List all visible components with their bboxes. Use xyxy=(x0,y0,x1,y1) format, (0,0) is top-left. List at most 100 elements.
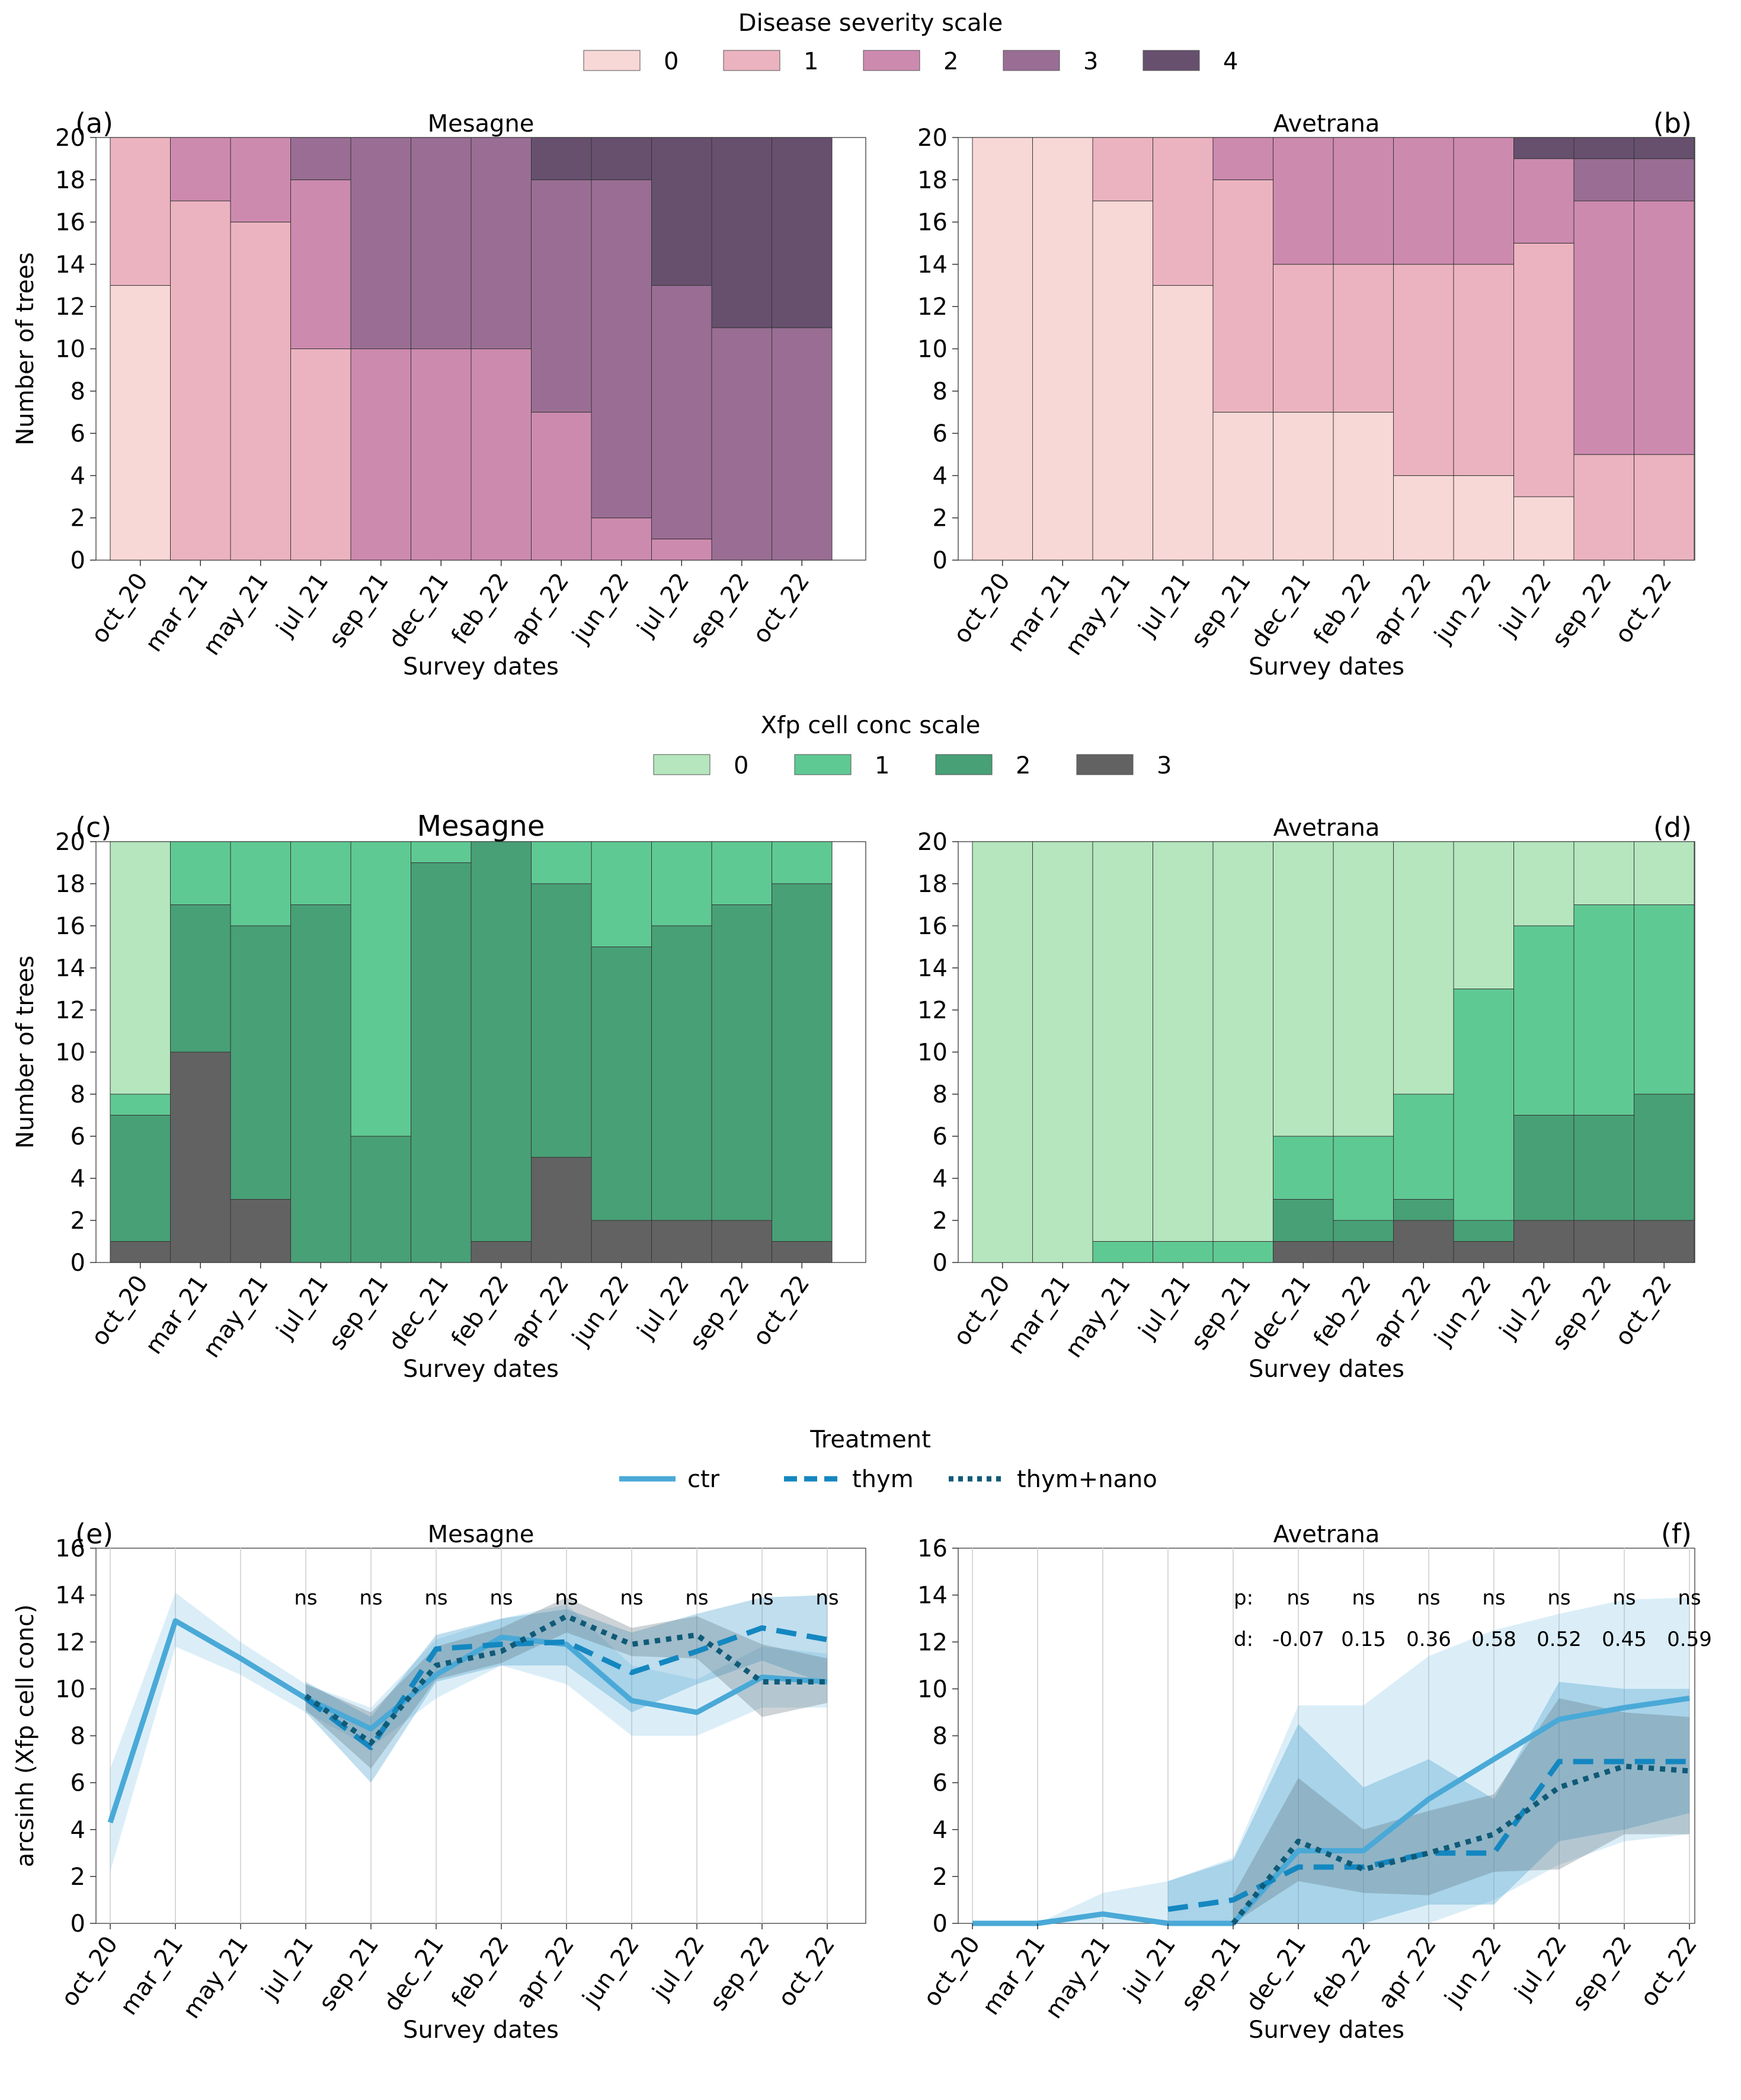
y-tick-label: 18 xyxy=(55,167,85,194)
effect-size-label: 0.15 xyxy=(1341,1628,1386,1651)
treatment-legend-label: thym xyxy=(852,1466,914,1493)
bar-segment-may_21-level-2 xyxy=(230,137,291,223)
x-tick-label: sep_22 xyxy=(1547,568,1617,652)
bar-segment-jul_21-level-2 xyxy=(290,904,351,1263)
severity-legend-label: 0 xyxy=(664,48,679,75)
y-tick-label: 14 xyxy=(55,1582,85,1609)
bar-segment-jul_21-level-1 xyxy=(1153,1241,1214,1263)
bar-segment-jul_22-level-4 xyxy=(1513,137,1574,159)
y-tick-label: 2 xyxy=(71,1207,85,1235)
y-axis-label: arcsinh (Xfp cell conc) xyxy=(12,1604,39,1868)
bar-segment-oct_22-level-0 xyxy=(1634,841,1695,905)
y-tick-label: 16 xyxy=(917,913,948,940)
xfp-legend-label: 2 xyxy=(1016,752,1030,779)
bar-segment-oct_20-level-1 xyxy=(110,1094,171,1115)
bar-segment-jul_22-level-3 xyxy=(651,285,712,539)
y-tick-label: 14 xyxy=(55,251,85,279)
bar-segment-apr_22-level-1 xyxy=(1393,1094,1454,1200)
bar-segment-jun_22-level-2 xyxy=(591,947,652,1221)
bar-segment-sep_22-level-1 xyxy=(1573,904,1634,1115)
y-tick-label: 8 xyxy=(933,378,948,405)
severity-legend-label: 2 xyxy=(943,48,958,75)
bar-segment-sep_22-level-3 xyxy=(1573,158,1634,202)
y-tick-label: 4 xyxy=(71,1165,85,1193)
bar-segment-jun_22-level-2 xyxy=(591,517,652,561)
series-line-thym+nano xyxy=(304,1613,827,1746)
y-tick-label: 14 xyxy=(917,955,948,982)
x-tick-label: dec_21 xyxy=(1246,568,1317,653)
bar-segment-apr_22-level-0 xyxy=(1393,475,1454,561)
x-tick-label: feb_22 xyxy=(446,1931,514,2012)
x-tick-label: jul_22 xyxy=(1494,568,1557,641)
x-tick-label: apr_22 xyxy=(1368,568,1436,650)
bar-segment-jun_22-level-2 xyxy=(1453,1220,1514,1242)
y-tick-label: 16 xyxy=(55,1535,85,1562)
bar-segment-dec_21-level-2 xyxy=(411,349,472,561)
panel-title: Avetrana xyxy=(1273,110,1380,138)
x-tick-label: jul_21 xyxy=(1133,1270,1196,1344)
x-tick-label: may_21 xyxy=(178,1931,254,2024)
bar-segment-dec_21-level-2 xyxy=(1273,1199,1334,1242)
bar-segment-mar_21-level-0 xyxy=(1032,137,1093,561)
x-tick-label: sep_21 xyxy=(1186,568,1256,652)
bar-segment-oct_20-level-0 xyxy=(110,841,171,1095)
p-value-label: ns xyxy=(1286,1586,1310,1610)
x-tick-label: sep_22 xyxy=(1567,1931,1637,2015)
y-tick-label: 0 xyxy=(71,1910,85,1938)
bar-segment-apr_22-level-3 xyxy=(1393,1220,1454,1263)
bar-segment-apr_22-level-3 xyxy=(531,1157,592,1263)
panel-label: (a) xyxy=(75,107,113,139)
x-tick-label: apr_22 xyxy=(1368,1270,1436,1353)
bar-segment-jun_22-level-1 xyxy=(591,841,652,947)
y-tick-label: 20 xyxy=(55,124,85,152)
y-tick-label: 12 xyxy=(917,293,948,321)
ci-band-ctr xyxy=(972,1597,1689,1923)
bar-segment-sep_22-level-3 xyxy=(1573,1220,1634,1263)
x-tick-label: dec_21 xyxy=(383,568,455,653)
y-tick-label: 20 xyxy=(917,124,948,152)
y-tick-label: 0 xyxy=(933,1910,948,1938)
bar-segment-jul_22-level-0 xyxy=(1513,841,1574,926)
y-tick-label: 6 xyxy=(933,1770,948,1797)
bar-segment-jul_22-level-1 xyxy=(1513,925,1574,1115)
panel-e: 0 2 4 6 8 10 12 14 16 Mesagne (e) arcsinh (Xfp cell… xyxy=(12,1518,866,2044)
x-tick-label: jul_22 xyxy=(632,1270,695,1344)
x-axis-label: Survey dates xyxy=(403,653,559,680)
severity-legend-label: 3 xyxy=(1083,48,1098,75)
bar-segment-dec_21-level-2 xyxy=(411,862,472,1263)
bar-segment-sep_22-level-3 xyxy=(711,327,772,561)
y-tick-label: 10 xyxy=(55,1039,85,1066)
bar-segment-may_21-level-1 xyxy=(230,222,291,561)
effect-size-label: 0.52 xyxy=(1537,1628,1582,1651)
ci-band-thym+nano xyxy=(306,1597,827,1769)
significance-label: ns xyxy=(294,1586,317,1610)
y-tick-label: 0 xyxy=(71,547,85,574)
x-tick-label: oct_22 xyxy=(747,1270,815,1350)
bar-segment-dec_21-level-3 xyxy=(1273,1241,1334,1263)
x-tick-label: apr_22 xyxy=(505,568,574,650)
x-tick-label: jun_22 xyxy=(567,568,635,648)
effect-size-label: 0.36 xyxy=(1406,1628,1451,1651)
bar-segment-jun_22-level-1 xyxy=(1453,989,1514,1221)
panel-label: (f) xyxy=(1661,1518,1692,1550)
x-tick-label: apr_22 xyxy=(511,1931,580,2013)
ci-band-thym xyxy=(1168,1682,1689,1923)
y-tick-label: 20 xyxy=(55,829,85,856)
x-axis-label: Survey dates xyxy=(1249,2016,1404,2044)
y-tick-label: 2 xyxy=(933,1864,948,1891)
y-tick-label: 14 xyxy=(917,251,948,279)
panel-label: (e) xyxy=(75,1518,113,1550)
bar-segment-sep_21-level-0 xyxy=(1212,841,1273,1242)
bar-segment-feb_22-level-1 xyxy=(1333,264,1394,413)
bar-segment-jul_22-level-2 xyxy=(651,925,712,1221)
bar-segment-jun_22-level-0 xyxy=(1453,841,1514,989)
bar-segment-jul_21-level-1 xyxy=(290,841,351,905)
bar-segment-oct_20-level-0 xyxy=(972,137,1033,561)
x-tick-label: apr_22 xyxy=(1373,1931,1442,2013)
bar-segment-jul_21-level-1 xyxy=(290,349,351,561)
x-tick-label: sep_22 xyxy=(1547,1270,1617,1354)
y-tick-label: 4 xyxy=(933,1817,948,1844)
panel-title: Mesagne xyxy=(428,110,535,138)
bar-segment-dec_21-level-2 xyxy=(1273,137,1334,265)
